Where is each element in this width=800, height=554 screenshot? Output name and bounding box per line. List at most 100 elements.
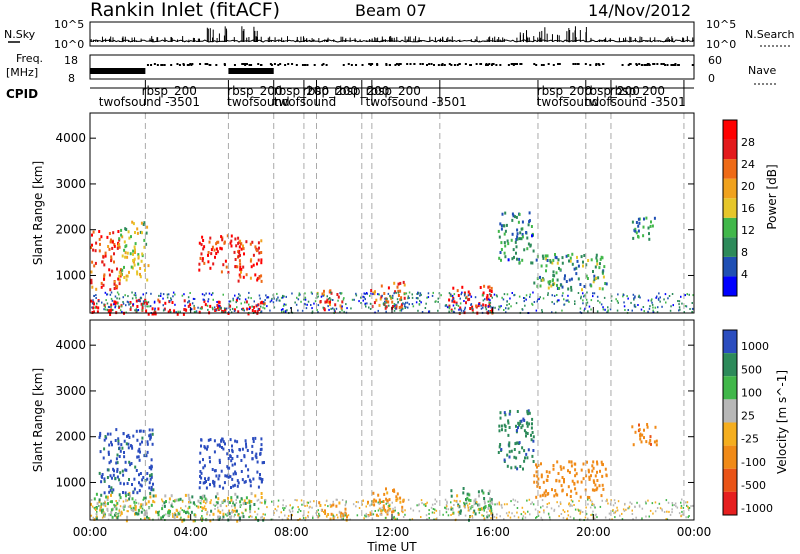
heatmap-cell — [94, 249, 97, 253]
heatmap-cell — [670, 305, 672, 308]
heatmap-cell — [239, 294, 241, 297]
heatmap-cell — [101, 301, 103, 304]
heatmap-cell — [147, 500, 150, 504]
heatmap-cell — [161, 507, 164, 511]
heatmap-cell — [580, 468, 583, 472]
heatmap-cell — [373, 503, 376, 507]
heatmap-cell — [222, 512, 225, 516]
heatmap-cell — [486, 294, 489, 297]
heatmap-cell — [136, 438, 139, 442]
heatmap-cell — [115, 428, 118, 432]
heatmap-cell — [112, 231, 115, 235]
freq-point — [635, 63, 638, 65]
heatmap-cell — [387, 505, 390, 509]
heatmap-cell — [310, 291, 313, 294]
heatmap-cell — [540, 462, 542, 466]
heatmap-cell — [139, 297, 142, 299]
heatmap-cell — [183, 293, 185, 296]
freq-point — [178, 64, 181, 66]
heatmap-cell — [222, 293, 224, 296]
freq-unit-label: [MHz] — [6, 66, 38, 79]
heatmap-cell — [231, 307, 234, 310]
heatmap-cell — [240, 270, 242, 274]
heatmap-cell — [202, 517, 204, 520]
heatmap-cell — [167, 510, 170, 513]
heatmap-cell — [373, 500, 375, 503]
heatmap-cell — [250, 492, 253, 496]
heatmap-cell — [656, 507, 659, 509]
heatmap-cell — [396, 517, 398, 520]
freq-point — [437, 64, 440, 66]
heatmap-cell — [218, 304, 220, 307]
heatmap-cell — [283, 303, 285, 306]
heatmap-cell — [239, 275, 242, 279]
heatmap-cell — [489, 305, 491, 307]
heatmap-cell — [262, 306, 264, 309]
heatmap-cell — [229, 501, 231, 504]
heatmap-cell — [526, 424, 529, 428]
colorbar-swatch — [723, 139, 737, 160]
heatmap-cell — [602, 275, 605, 279]
heatmap-cell — [289, 504, 291, 507]
heatmap-cell — [226, 465, 229, 469]
heatmap-cell — [237, 296, 240, 299]
heatmap-cell — [151, 307, 154, 311]
heatmap-cell — [507, 419, 510, 423]
heatmap-cell — [260, 480, 263, 484]
heatmap-cell — [242, 308, 245, 311]
heatmap-cell — [466, 496, 469, 500]
heatmap-cell — [217, 509, 220, 513]
heatmap-cell — [336, 498, 338, 501]
heatmap-cell — [203, 261, 206, 265]
heatmap-cell — [603, 265, 606, 269]
heatmap-cell — [651, 303, 654, 306]
heatmap-cell — [184, 505, 187, 508]
cpid-label: rbsp_200 — [334, 84, 389, 98]
heatmap-cell — [301, 503, 303, 506]
heatmap-cell — [251, 309, 254, 312]
heatmap-cell — [299, 510, 302, 512]
heatmap-cell — [174, 513, 177, 517]
heatmap-cell — [129, 494, 131, 498]
heatmap-cell — [152, 488, 155, 492]
heatmap-cell — [92, 230, 95, 234]
heatmap-cell — [188, 505, 191, 509]
heatmap-cell — [285, 303, 287, 306]
freq-point — [492, 63, 495, 65]
freq-point — [215, 64, 218, 66]
heatmap-cell — [558, 266, 560, 270]
heatmap-cell — [311, 292, 313, 295]
heatmap-cell — [145, 231, 148, 235]
heatmap-cell — [636, 501, 638, 504]
heatmap-cell — [522, 417, 525, 421]
heatmap-cell — [393, 281, 396, 285]
heatmap-cell — [259, 452, 262, 456]
heatmap-cell — [537, 298, 539, 301]
heatmap-cell — [203, 298, 205, 301]
heatmap-cell — [578, 499, 580, 502]
heatmap-cell — [377, 515, 380, 518]
heatmap-cell — [513, 504, 516, 506]
freq-point — [512, 63, 515, 65]
heatmap-cell — [193, 298, 196, 300]
heatmap-cell — [238, 245, 241, 249]
heatmap-cell — [154, 312, 157, 316]
heatmap-cell — [610, 299, 613, 302]
heatmap-cell — [135, 294, 137, 297]
heatmap-cell — [450, 494, 453, 498]
heatmap-cell — [558, 515, 560, 518]
heatmap-cell — [99, 450, 102, 454]
heatmap-cell — [386, 300, 388, 304]
heatmap-cell — [262, 513, 264, 516]
freq-point — [674, 63, 677, 65]
heatmap-cell — [211, 245, 214, 249]
heatmap-cell — [563, 277, 566, 281]
heatmap-cell — [654, 306, 657, 309]
heatmap-cell — [552, 283, 555, 287]
heatmap-cell — [488, 489, 491, 493]
heatmap-cell — [127, 493, 130, 496]
heatmap-cell — [509, 409, 512, 413]
heatmap-cell — [130, 462, 133, 465]
heatmap-cell — [258, 276, 261, 280]
